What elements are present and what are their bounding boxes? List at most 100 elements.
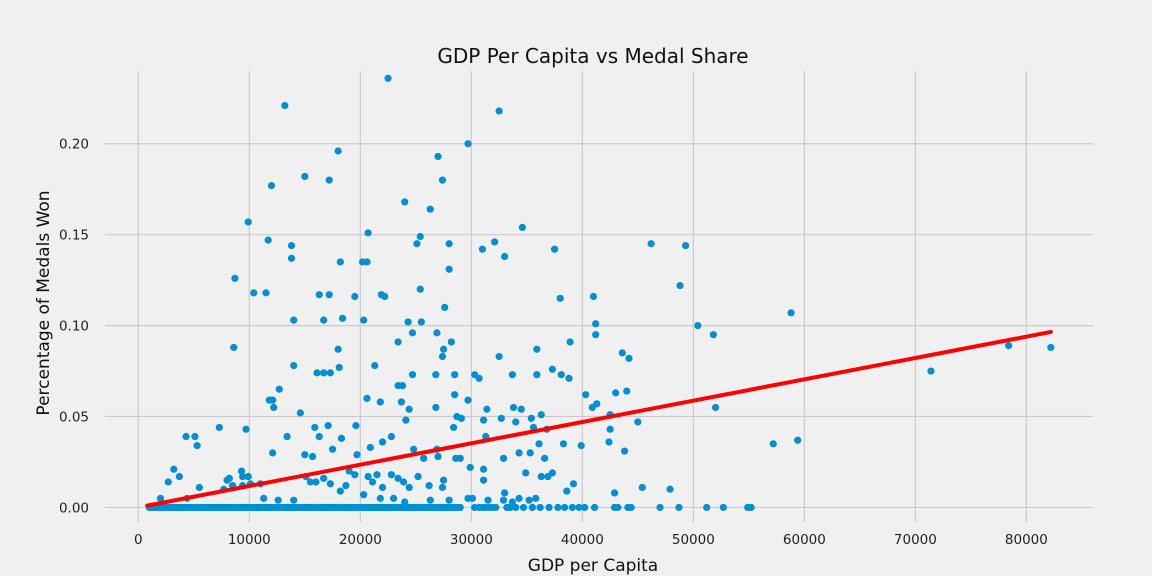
data-point: [533, 371, 541, 379]
data-point: [405, 405, 413, 413]
data-point: [556, 294, 564, 302]
x-gridlines: [137, 71, 1027, 522]
data-point: [497, 414, 505, 422]
data-point: [593, 400, 601, 408]
data-point: [384, 74, 392, 82]
data-point: [508, 498, 517, 506]
data-point: [434, 452, 442, 461]
data-point: [606, 425, 614, 433]
data-point: [306, 478, 314, 486]
data-point: [656, 503, 664, 512]
data-point: [342, 482, 350, 490]
data-point: [528, 503, 536, 512]
data-point: [164, 478, 172, 486]
y-axis-title: Percentage of Medals Won: [34, 190, 54, 415]
data-point: [519, 503, 528, 512]
data-point: [666, 485, 674, 493]
data-point: [193, 442, 201, 450]
data-point: [366, 443, 374, 452]
trend-line: [145, 329, 1053, 508]
data-point: [566, 338, 574, 346]
data-point: [515, 449, 523, 457]
data-point: [545, 503, 553, 512]
data-point: [301, 172, 309, 181]
data-point: [320, 474, 328, 482]
data-point: [464, 140, 472, 148]
data-point: [400, 478, 408, 486]
data-point: [270, 403, 278, 412]
data-point: [675, 503, 683, 512]
data-point: [508, 371, 517, 379]
x-tick-label: 20000: [339, 532, 382, 548]
data-point: [499, 496, 508, 504]
x-tick-label: 50000: [672, 532, 715, 548]
data-point: [568, 503, 576, 512]
data-point: [417, 318, 425, 326]
data-point: [592, 331, 600, 339]
data-point: [336, 258, 344, 266]
data-point: [231, 274, 239, 282]
data-point: [451, 371, 459, 379]
data-point: [170, 465, 178, 473]
data-point: [577, 442, 585, 450]
data-point: [492, 503, 500, 512]
data-point: [612, 389, 620, 397]
data-point: [195, 483, 203, 492]
data-point: [456, 503, 464, 512]
data-point: [441, 303, 449, 312]
data-point: [351, 471, 359, 479]
data-point: [439, 476, 448, 484]
data-point: [408, 329, 417, 337]
data-point: [495, 352, 503, 361]
data-point: [244, 472, 252, 481]
data-point: [536, 503, 544, 512]
data-point: [274, 496, 282, 504]
data-point: [590, 503, 599, 512]
data-point: [433, 329, 441, 337]
data-point: [378, 438, 387, 446]
data-point: [565, 374, 573, 382]
data-point: [618, 349, 626, 357]
data-point: [445, 265, 453, 273]
data-point: [308, 452, 317, 461]
data-point: [582, 391, 590, 399]
data-point: [269, 396, 277, 404]
data-point: [387, 432, 396, 441]
data-point: [592, 320, 600, 328]
data-point: [404, 318, 412, 326]
data-point: [449, 423, 458, 432]
data-point: [410, 445, 418, 453]
data-point: [432, 371, 440, 379]
data-point: [416, 232, 424, 241]
data-point: [623, 387, 631, 395]
x-tick-label: 80000: [1005, 532, 1048, 548]
data-point: [491, 238, 499, 246]
data-point: [225, 474, 233, 482]
data-point: [634, 418, 642, 426]
y-tick-label: 0.10: [59, 319, 89, 335]
data-point: [554, 503, 562, 512]
data-point: [381, 292, 389, 301]
data-point: [563, 487, 571, 495]
data-point: [439, 345, 448, 353]
data-point: [506, 503, 514, 512]
x-tick-label: 30000: [450, 532, 493, 548]
data-point: [468, 494, 477, 502]
data-point: [479, 465, 488, 473]
data-point: [351, 292, 359, 301]
data-point: [398, 382, 407, 390]
data-point: [464, 396, 472, 404]
data-point: [438, 176, 447, 184]
data-point: [499, 454, 508, 462]
data-point: [387, 471, 396, 479]
data-point: [334, 345, 342, 353]
data-point: [397, 398, 405, 406]
data-point: [434, 152, 442, 161]
data-point: [522, 469, 530, 477]
x-tick-label: 60000: [783, 532, 826, 548]
data-point: [747, 503, 755, 512]
x-tick-labels: 0 10000 20000 30000 40000 50000 60000 70000 8000…: [134, 532, 1048, 548]
data-point: [334, 147, 342, 155]
data-point: [537, 472, 545, 481]
data-point: [360, 491, 368, 499]
